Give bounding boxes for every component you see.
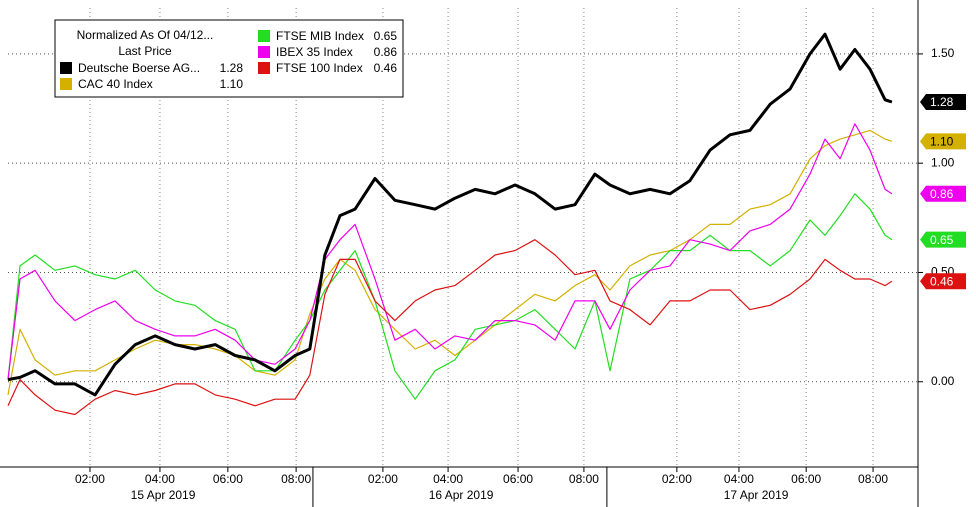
y-tick-label: 1.00 xyxy=(931,155,955,169)
last-value-tag xyxy=(920,273,966,290)
series-line xyxy=(7,193,893,400)
x-tick-label: 02:00 xyxy=(368,472,398,486)
x-tick-label: 04:00 xyxy=(145,472,175,486)
x-tick-label: 06:00 xyxy=(213,472,243,486)
x-tick-label: 04:00 xyxy=(433,472,463,486)
y-tick-label: 1.50 xyxy=(931,46,955,60)
date-label: 17 Apr 2019 xyxy=(724,488,789,502)
legend-value: 0.46 xyxy=(374,61,398,75)
series-line xyxy=(7,123,893,380)
legend-swatch xyxy=(258,46,270,58)
last-value-tag xyxy=(920,133,966,150)
legend-title: Normalized As Of 04/12... xyxy=(77,28,214,42)
legend-swatch xyxy=(60,78,72,90)
last-value-tag xyxy=(920,231,966,248)
legend-label: IBEX 35 Index xyxy=(276,45,353,59)
legend-subtitle: Last Price xyxy=(118,44,172,58)
series-line xyxy=(7,129,893,396)
date-label: 16 Apr 2019 xyxy=(429,488,494,502)
legend-value: 0.65 xyxy=(374,29,398,43)
last-value-label: 0.86 xyxy=(930,187,954,201)
legend-swatch xyxy=(60,62,72,74)
last-value-tag xyxy=(920,93,966,110)
legend-label: FTSE 100 Index xyxy=(276,61,363,75)
x-tick-label: 08:00 xyxy=(281,472,311,486)
x-tick-label: 06:00 xyxy=(503,472,533,486)
last-value-tag xyxy=(920,185,966,202)
legend: Normalized As Of 04/12... Last Price Deu… xyxy=(54,19,404,98)
x-tick-label: 08:00 xyxy=(569,472,599,486)
series-line xyxy=(7,239,893,416)
last-value-label: 1.28 xyxy=(930,95,954,109)
plot-lines xyxy=(7,32,893,416)
legend-box xyxy=(54,19,404,98)
legend-label: CAC 40 Index xyxy=(78,77,153,91)
x-tick-label: 04:00 xyxy=(724,472,754,486)
legend-value: 0.86 xyxy=(374,45,398,59)
last-value-label: 0.65 xyxy=(930,233,954,247)
date-label: 15 Apr 2019 xyxy=(131,488,196,502)
last-value-label: 1.10 xyxy=(930,135,954,149)
y-tick-label: 0.00 xyxy=(931,374,955,388)
legend-swatch xyxy=(258,30,270,42)
legend-label: Deutsche Boerse AG... xyxy=(78,61,200,75)
x-tick-label: 02:00 xyxy=(75,472,105,486)
legend-value: 1.10 xyxy=(220,77,244,91)
legend-value: 1.28 xyxy=(220,61,244,75)
x-tick-label: 02:00 xyxy=(662,472,692,486)
last-value-label: 0.46 xyxy=(930,274,954,288)
x-tick-label: 06:00 xyxy=(791,472,821,486)
x-tick-label: 08:00 xyxy=(858,472,888,486)
series-line xyxy=(7,32,893,397)
legend-swatch xyxy=(258,62,270,74)
legend-label: FTSE MIB Index xyxy=(276,29,364,43)
